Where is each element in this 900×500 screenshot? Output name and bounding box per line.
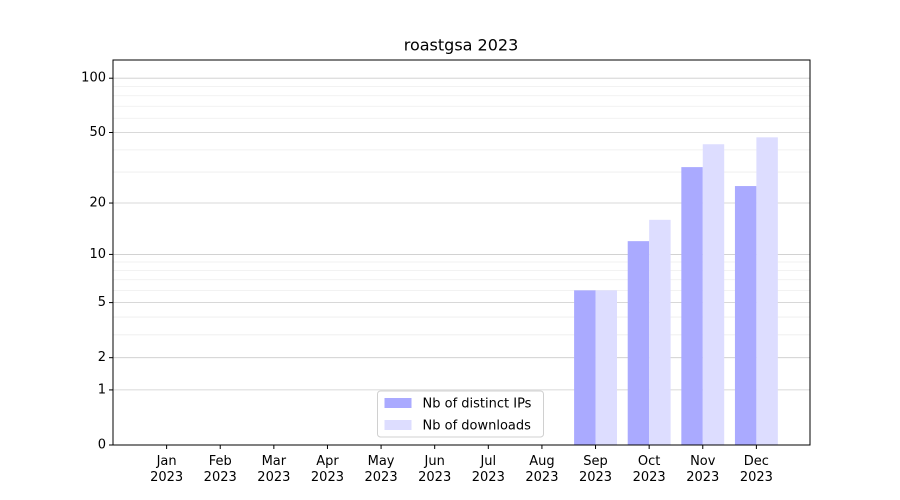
x-tick-label-line: Aug <box>529 454 554 469</box>
x-tick-label-line: Jul <box>479 454 496 469</box>
y-tick-label: 2 <box>98 350 106 365</box>
bar <box>734 186 757 445</box>
legend-label: Nb of distinct IPs <box>423 397 532 412</box>
bar <box>574 290 596 445</box>
x-tick-label-line: Jan <box>156 454 177 469</box>
x-tick-label: Feb 2023 <box>204 454 237 485</box>
x-tick-label-line: 2023 <box>472 470 505 485</box>
x-tick-label: Dec 2023 <box>740 454 773 485</box>
x-tick-label: May 2023 <box>365 454 398 485</box>
x-tick-label-line: 2023 <box>311 470 344 485</box>
x-tick-label: Apr 2023 <box>311 454 344 485</box>
x-tick-label-line: Sep <box>583 454 608 469</box>
bar <box>756 137 778 446</box>
x-tick-label-line: 2023 <box>686 470 719 485</box>
x-tick-label-line: Nov <box>690 454 716 469</box>
x-tick-label-line: Feb <box>209 454 232 469</box>
x-tick-label-line: 2023 <box>257 470 290 485</box>
x-tick-label: Nov 2023 <box>686 454 719 485</box>
y-tick-label: 10 <box>89 247 106 262</box>
legend-swatch <box>384 420 412 430</box>
x-tick-label: Mar 2023 <box>257 454 290 485</box>
x-tick-label-line: Dec <box>744 454 769 469</box>
x-tick-label-line: 2023 <box>633 470 666 485</box>
bar <box>595 290 617 445</box>
y-tick-label: 1 <box>98 382 106 397</box>
x-tick-label: Jun 2023 <box>418 454 451 485</box>
x-tick-label-line: Oct <box>638 454 660 469</box>
x-tick-label-line: Apr <box>316 454 339 469</box>
x-tick-label-line: Jun <box>424 454 445 469</box>
x-tick-label-line: May <box>368 454 395 469</box>
y-tick-label: 5 <box>98 295 106 310</box>
bar <box>702 144 725 445</box>
x-tick-label-line: 2023 <box>204 470 237 485</box>
x-tick-label: Oct 2023 <box>633 454 666 485</box>
x-tick-label: Aug 2023 <box>525 454 558 485</box>
legend-label: Nb of downloads <box>423 419 532 434</box>
x-tick-label-line: 2023 <box>418 470 451 485</box>
x-tick-label: Jan 2023 <box>150 454 183 485</box>
x-tick-label-line: 2023 <box>579 470 612 485</box>
y-tick-label: 0 <box>98 438 106 453</box>
x-tick-label: Sep 2023 <box>579 454 612 485</box>
x-tick-label-line: 2023 <box>525 470 558 485</box>
chart-title: roastgsa 2023 <box>404 36 519 55</box>
legend-box <box>377 390 544 438</box>
x-tick-label: Jul 2023 <box>472 454 505 485</box>
x-tick-label-line: 2023 <box>365 470 398 485</box>
x-tick-label-line: Mar <box>262 454 287 469</box>
bar <box>627 241 650 445</box>
bar <box>681 167 703 445</box>
y-tick-label: 50 <box>89 125 106 140</box>
y-tick-label: 20 <box>89 196 106 211</box>
x-tick-label-line: 2023 <box>150 470 183 485</box>
legend: Nb of distinct IPs Nb of downloads <box>377 390 544 438</box>
legend-swatch <box>384 398 412 408</box>
plot-frame <box>112 59 811 446</box>
x-tick-label-line: 2023 <box>740 470 773 485</box>
bar <box>649 219 671 445</box>
y-tick-label: 100 <box>81 71 106 86</box>
